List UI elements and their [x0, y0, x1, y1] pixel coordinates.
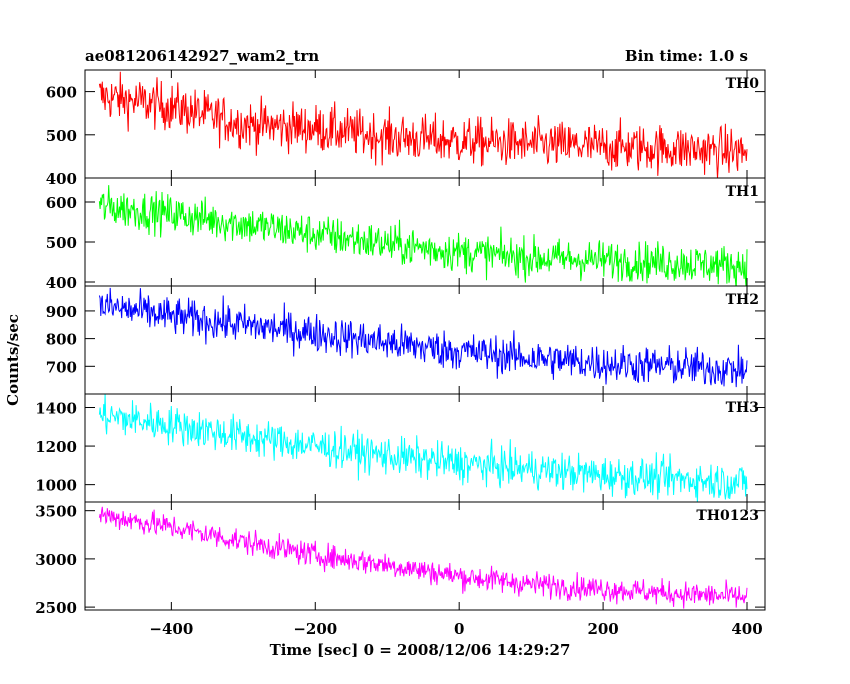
series-line-th0	[98, 71, 748, 178]
panel-label-th1: TH1	[726, 184, 759, 200]
panel-frame-th3	[84, 393, 766, 503]
y-tick-label: 600	[46, 84, 77, 102]
y-tick-label: 700	[46, 358, 77, 376]
y-tick-label: 900	[46, 303, 77, 321]
panels-group: 400 500 600 TH0 400 500 600 TH1 700 800 900 TH2 1000…	[35, 69, 766, 638]
x-tick-label: 0	[454, 620, 464, 638]
x-tick-label: −400	[149, 620, 193, 638]
x-tick-label: 400	[731, 620, 762, 638]
plot-title: ae081206142927_wam2_trn	[85, 47, 319, 65]
panel-label-th0: TH0	[726, 76, 760, 92]
panel-label-th3: TH3	[726, 400, 759, 416]
y-axis-label: Counts/sec	[4, 314, 22, 406]
y-tick-label: 600	[46, 194, 77, 212]
y-tick-label: 400	[46, 170, 77, 188]
x-tick-label: −200	[293, 620, 337, 638]
bin-time-label: Bin time: 1.0 s	[625, 47, 748, 65]
y-tick-label: 500	[46, 234, 77, 252]
y-tick-label: 500	[46, 127, 77, 145]
y-tick-label: 1000	[35, 477, 77, 495]
y-tick-label: 400	[46, 274, 77, 292]
x-tick-label: 200	[587, 620, 618, 638]
x-axis-label: Time [sec] 0 = 2008/12/06 14:29:27	[270, 641, 571, 659]
panel-label-th0123: TH0123	[696, 508, 759, 524]
panel-label-th2: TH2	[726, 292, 759, 308]
series-line-th3	[98, 394, 748, 502]
series-line-th0123	[98, 506, 748, 609]
panel-frame-th2	[84, 285, 766, 395]
y-tick-label: 800	[46, 331, 77, 349]
y-tick-label: 3500	[35, 503, 77, 521]
series-line-th2	[98, 287, 748, 388]
y-tick-label: 1200	[35, 438, 77, 456]
panel-frame-th0123	[84, 501, 766, 611]
y-tick-label: 3000	[35, 551, 77, 569]
y-tick-label: 2500	[35, 599, 77, 617]
y-tick-label: 1400	[35, 400, 77, 418]
series-line-th1	[98, 185, 748, 286]
panel-frame-th1	[84, 177, 766, 287]
